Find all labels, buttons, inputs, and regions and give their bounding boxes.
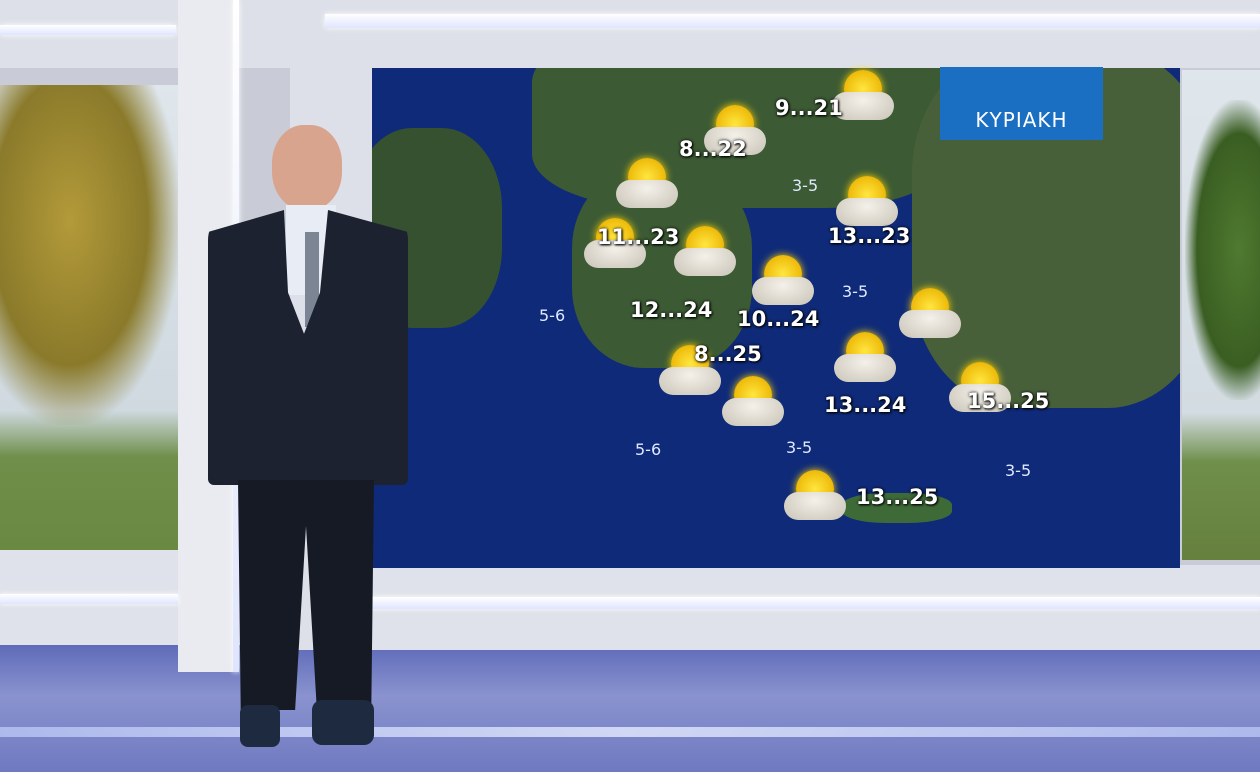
wind-label: 5-6 [635,440,662,459]
temp-label: 10...24 [737,307,820,331]
tree-left [0,85,180,425]
presenter-shoe-left [240,705,280,747]
wind-label: 3-5 [792,176,819,195]
land-crete [842,493,952,523]
light-strip-bottom-left [0,594,178,604]
partly-sunny-icon [780,470,850,525]
wind-label: 3-5 [786,438,813,457]
temp-label: 11...23 [597,225,680,249]
light-strip-top-left [0,25,176,35]
partly-sunny-icon [748,255,818,310]
partly-sunny-icon [895,288,965,343]
temp-label: 8...25 [694,342,762,366]
temp-label: 13...25 [856,485,939,509]
temp-label: 13...23 [828,224,911,248]
presenter-shoe-right [312,700,374,745]
temp-label: 13...24 [824,393,907,417]
wind-label: 5-6 [539,306,566,325]
partly-sunny-icon [945,362,1015,417]
tree-right [1185,100,1260,400]
wind-label: 3-5 [1005,461,1032,480]
temp-label: 8...22 [679,137,747,161]
partly-sunny-icon [700,105,770,160]
partly-sunny-icon [828,70,898,125]
partly-sunny-icon [832,176,902,231]
weather-map [372,68,1180,568]
partly-sunny-icon [830,332,900,387]
partly-sunny-icon [612,158,682,213]
partly-sunny-icon [718,376,788,431]
presenter-tie [305,232,319,327]
floor-light [0,727,1260,737]
presenter-head [272,125,342,210]
day-label: ΚΥΡΙΑΚΗ [940,67,1103,140]
temp-label: 9...21 [775,96,843,120]
light-strip-top [325,14,1260,28]
temp-label: 15...25 [967,389,1050,413]
light-strip-bottom [360,597,1260,609]
partly-sunny-icon [655,345,725,400]
partly-sunny-icon [580,218,650,273]
temp-label: 12...24 [630,298,713,322]
partly-sunny-icon [670,226,740,281]
wind-label: 3-5 [842,282,869,301]
